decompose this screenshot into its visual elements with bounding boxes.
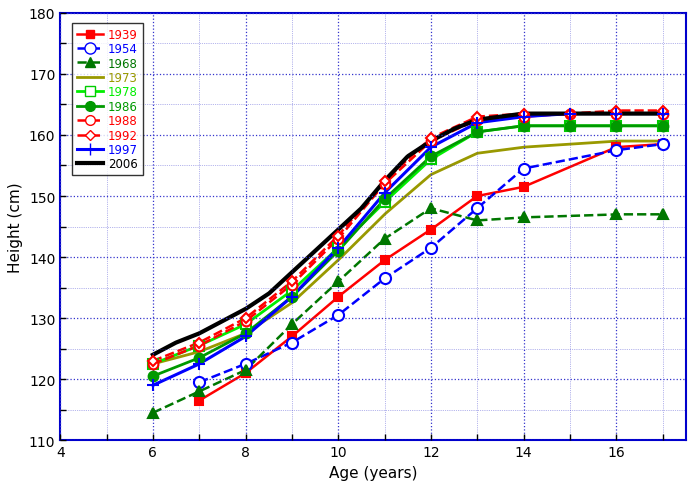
X-axis label: Age (years): Age (years) [329, 465, 417, 480]
Legend: 1939, 1954, 1968, 1973, 1978, 1986, 1988, 1992, 1997, 2006: 1939, 1954, 1968, 1973, 1978, 1986, 1988… [72, 24, 142, 176]
Y-axis label: Height (cm): Height (cm) [8, 182, 24, 272]
